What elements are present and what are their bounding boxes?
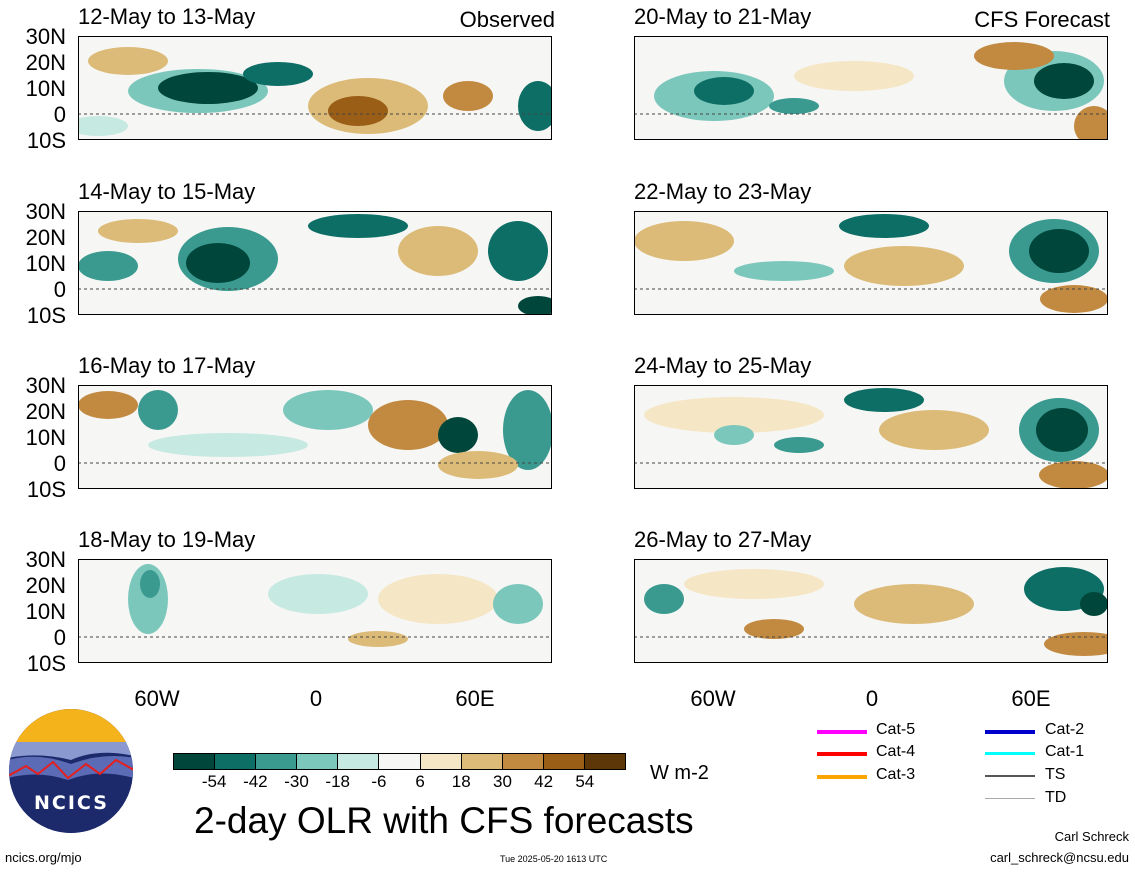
olr-map-panel-8 — [634, 559, 1108, 663]
panel-title-8: 26-May to 27-May — [634, 527, 812, 552]
colorbar-swatch — [419, 754, 461, 769]
lat-label-eq: 0 — [53, 102, 66, 127]
olr-map-panel-6 — [634, 385, 1108, 489]
lat-label-30n: 30N — [25, 24, 66, 49]
legend-label-cat1: Cat-1 — [1045, 743, 1085, 760]
colorbar-swatch — [460, 754, 502, 769]
legend-label-cat3: Cat-3 — [876, 766, 916, 783]
lat-label-10s: 10S — [26, 128, 66, 153]
panel-title-5: 16-May to 17-May — [78, 353, 256, 378]
lat-label-30n: 30N — [25, 199, 66, 224]
colorbar-tick-label: 18 — [451, 772, 471, 791]
legend-label-ts: TS — [1045, 766, 1066, 783]
colorbar-tick-label: -42 — [243, 772, 268, 791]
lat-label-30n: 30N — [25, 547, 66, 572]
colorbar-swatch — [378, 754, 420, 769]
colorbar — [173, 753, 626, 770]
colorbar-tick-label: 30 — [492, 772, 512, 791]
logo-text: NCICS — [34, 792, 109, 814]
lat-label-eq: 0 — [53, 625, 66, 650]
olr-map-panel-2 — [634, 36, 1108, 140]
colorbar-swatch — [174, 754, 215, 769]
colorbar-swatch — [501, 754, 543, 769]
lat-label-20n: 20N — [25, 50, 66, 75]
olr-map-panel-4 — [634, 211, 1108, 315]
lon-label-60e: 60E — [455, 686, 495, 711]
footer-timestamp: Tue 2025-05-20 1613 UTC — [500, 854, 608, 864]
colorbar-tick-label: -18 — [325, 772, 350, 791]
panel-title-4: 22-May to 23-May — [634, 179, 812, 204]
legend-line-td — [985, 798, 1035, 799]
olr-map-panel-3 — [78, 211, 552, 315]
legend-line-cat1 — [985, 752, 1035, 755]
lon-label-0: 0 — [865, 686, 879, 711]
legend-label-cat2: Cat-2 — [1045, 721, 1085, 738]
footer-email[interactable]: carl_schreck@ncsu.edu — [990, 850, 1129, 865]
legend-line-cat4 — [817, 752, 867, 756]
colorbar-swatch — [542, 754, 584, 769]
colorbar-swatch — [255, 754, 297, 769]
legend-line-cat3 — [817, 775, 867, 779]
colorbar-tick-label: -6 — [371, 772, 387, 791]
lat-label-eq: 0 — [53, 277, 66, 302]
footer-site-link[interactable]: ncics.org/mjo — [5, 850, 82, 865]
lat-label-20n: 20N — [25, 225, 66, 250]
main-title: 2-day OLR with CFS forecasts — [194, 800, 694, 841]
lon-label-60w: 60W — [134, 686, 180, 711]
legend-label-cat5: Cat-5 — [876, 721, 916, 738]
footer-author: Carl Schreck — [1054, 829, 1129, 844]
lat-label-10n: 10N — [25, 251, 66, 276]
lat-label-10n: 10N — [25, 599, 66, 624]
panel-tag-observed: Observed — [459, 7, 555, 32]
panel-title-2: 20-May to 21-May — [634, 4, 812, 29]
legend-label-td: TD — [1045, 789, 1067, 806]
lat-label-eq: 0 — [53, 451, 66, 476]
lat-label-10s: 10S — [26, 651, 66, 676]
colorbar-tick-label: 54 — [575, 772, 595, 791]
legend-line-cat5 — [817, 730, 867, 734]
lon-label-0: 0 — [309, 686, 323, 711]
lat-label-20n: 20N — [25, 399, 66, 424]
lat-label-10n: 10N — [25, 425, 66, 450]
lat-label-10s: 10S — [26, 303, 66, 328]
olr-map-panel-7 — [78, 559, 552, 663]
colorbar-tick-label: 6 — [415, 772, 425, 791]
colorbar-tick-label: -54 — [201, 772, 227, 791]
panel-title-3: 14-May to 15-May — [78, 179, 256, 204]
panel-title-7: 18-May to 19-May — [78, 527, 256, 552]
olr-map-panel-1 — [78, 36, 552, 140]
colorbar-swatch — [296, 754, 338, 769]
legend-line-cat2 — [985, 730, 1035, 734]
lon-label-60e: 60E — [1011, 686, 1051, 711]
panel-title-1: 12-May to 13-May — [78, 4, 256, 29]
legend-label-cat4: Cat-4 — [876, 743, 916, 760]
colorbar-units: W m-2 — [650, 762, 709, 784]
lat-label-10n: 10N — [25, 76, 66, 101]
ncics-logo — [9, 709, 133, 833]
legend-line-ts — [985, 775, 1035, 777]
lat-label-20n: 20N — [25, 573, 66, 598]
lon-label-60w: 60W — [690, 686, 736, 711]
colorbar-swatch — [337, 754, 379, 769]
lat-label-30n: 30N — [25, 373, 66, 398]
colorbar-tick-label: 42 — [534, 772, 554, 791]
colorbar-tick-label: -30 — [284, 772, 309, 791]
olr-map-panel-5 — [78, 385, 552, 489]
colorbar-swatch — [214, 754, 256, 769]
panel-tag-forecast: CFS Forecast — [974, 7, 1110, 32]
colorbar-swatch — [583, 754, 626, 769]
panel-title-6: 24-May to 25-May — [634, 353, 812, 378]
lat-label-10s: 10S — [26, 477, 66, 502]
